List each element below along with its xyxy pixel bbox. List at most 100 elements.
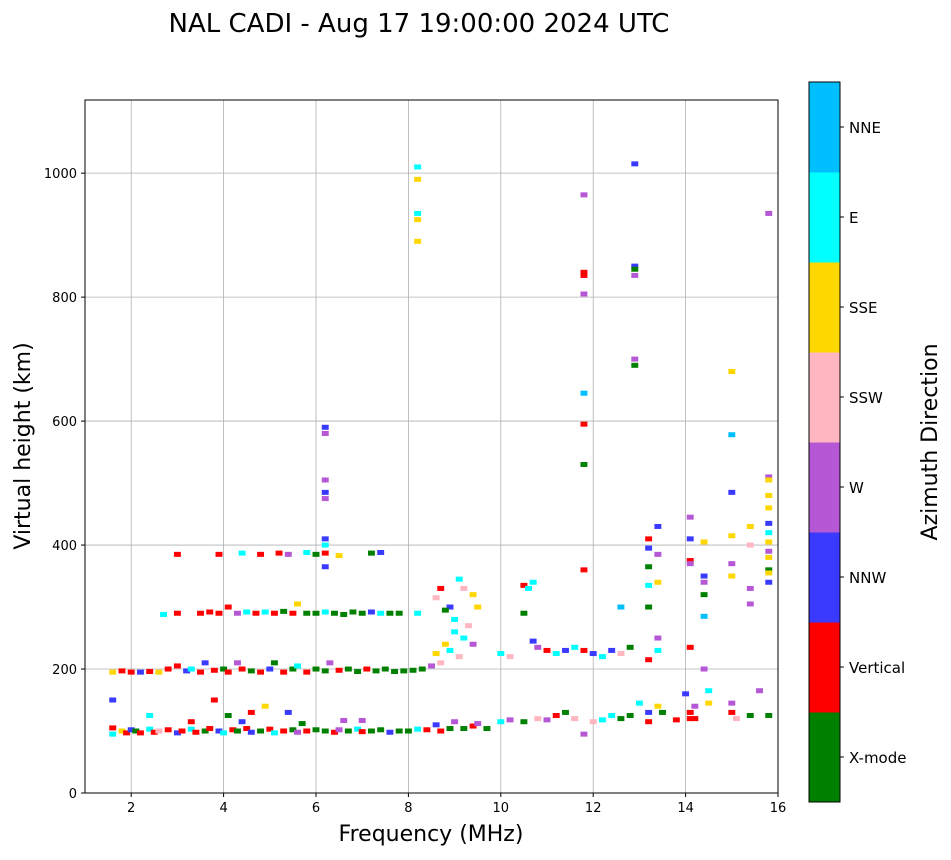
data-point-x-mode — [746, 713, 754, 719]
data-point-w — [631, 272, 639, 278]
data-point-x-mode — [340, 611, 348, 617]
data-point-w — [728, 561, 736, 567]
data-point-vertical — [363, 666, 371, 672]
colorbar-swatch — [809, 442, 840, 533]
colorbar-tick-label: E — [849, 209, 858, 227]
colorbar-swatch — [809, 712, 840, 803]
data-point-e — [377, 610, 385, 616]
data-point-ssw — [746, 542, 754, 548]
colorbar: X-mode Vertical NNW W SSW SSE E NNE — [808, 81, 906, 803]
data-point-nnw — [700, 573, 708, 579]
data-point-ssw — [732, 716, 740, 722]
data-point-ssw — [571, 716, 579, 722]
data-point-x-mode — [460, 726, 468, 732]
data-point-vertical — [686, 644, 694, 650]
colorbar-label: Azimuth Direction — [918, 343, 943, 540]
data-point-e — [270, 730, 278, 736]
data-point-w — [428, 663, 435, 669]
x-tick-label: 14 — [677, 801, 694, 816]
data-point-sse — [441, 641, 449, 647]
data-point-vertical — [127, 669, 135, 675]
data-point-nnw — [682, 691, 690, 697]
data-point-vertical — [210, 667, 218, 673]
data-point-vertical — [580, 567, 588, 573]
data-point-vertical — [520, 582, 528, 588]
x-tick-label: 10 — [493, 801, 510, 816]
data-point-vertical — [580, 421, 588, 427]
data-point-vertical — [224, 669, 232, 675]
data-point-x-mode — [520, 610, 528, 616]
data-point-e — [571, 644, 579, 650]
data-point-w — [321, 477, 329, 483]
data-point-x-mode — [289, 727, 297, 733]
data-point-x-mode — [377, 727, 385, 733]
y-tick-label: 200 — [52, 663, 77, 678]
data-point-w — [686, 561, 694, 567]
data-point-sse — [705, 700, 713, 706]
data-point-vertical — [358, 729, 366, 735]
data-point-w — [294, 729, 301, 735]
data-point-sse — [118, 728, 126, 734]
data-point-vertical — [580, 269, 588, 275]
data-point-sse — [261, 703, 269, 709]
data-point-vertical — [270, 610, 278, 616]
data-point-vertical — [321, 550, 329, 556]
data-point-e — [160, 611, 168, 617]
data-point-w — [506, 717, 514, 723]
data-point-vertical — [552, 713, 560, 719]
data-point-x-mode — [483, 726, 491, 732]
grid-lines — [85, 100, 779, 794]
data-point-e — [451, 616, 459, 622]
data-point-vertical — [247, 709, 255, 715]
data-point-w — [654, 551, 662, 557]
x-tick-label: 12 — [585, 801, 602, 816]
data-point-vertical — [686, 558, 694, 564]
data-point-e — [608, 713, 616, 719]
data-point-vertical — [257, 551, 265, 557]
data-point-nne — [580, 390, 588, 396]
data-point-w — [233, 660, 241, 666]
data-point-e — [187, 666, 195, 672]
data-point-sse — [700, 539, 708, 545]
data-point-sse — [765, 492, 773, 498]
data-point-x-mode — [765, 567, 773, 573]
data-point-sse — [654, 703, 662, 709]
data-point-vertical — [243, 726, 251, 732]
data-point-e — [455, 576, 463, 582]
data-point-x-mode — [520, 719, 528, 725]
data-point-nnw — [728, 489, 736, 495]
data-point-sse — [765, 554, 773, 560]
data-point-nnw — [215, 728, 223, 734]
data-point-x-mode — [257, 728, 265, 734]
y-tick-label: 800 — [52, 291, 77, 306]
data-point-vertical — [178, 728, 186, 734]
data-point-x-mode — [659, 709, 666, 715]
data-point-w — [765, 548, 773, 554]
data-point-vertical — [173, 551, 181, 557]
y-tick-label: 0 — [69, 787, 77, 802]
data-point-x-mode — [631, 266, 639, 272]
data-point-e — [654, 647, 662, 653]
data-point-nnw — [266, 666, 274, 672]
data-point-e — [238, 550, 246, 556]
data-point-vertical — [150, 729, 158, 735]
data-point-x-mode — [312, 727, 320, 733]
data-point-vertical — [187, 719, 195, 725]
data-point-e — [525, 585, 532, 591]
data-point-w — [534, 644, 542, 650]
data-point-vertical — [289, 610, 297, 616]
data-point-x-mode — [391, 669, 399, 675]
data-point-x-mode — [645, 604, 653, 610]
data-point-vertical — [686, 709, 694, 715]
data-point-e — [187, 726, 195, 732]
data-point-nnw — [109, 697, 117, 703]
data-point-e — [705, 688, 713, 694]
data-point-vertical — [280, 728, 288, 734]
y-tick-label: 1000 — [44, 167, 77, 182]
data-point-sse — [109, 669, 117, 675]
data-point-e — [635, 700, 643, 706]
data-point-vertical — [164, 727, 172, 733]
data-point-vertical — [224, 604, 232, 610]
